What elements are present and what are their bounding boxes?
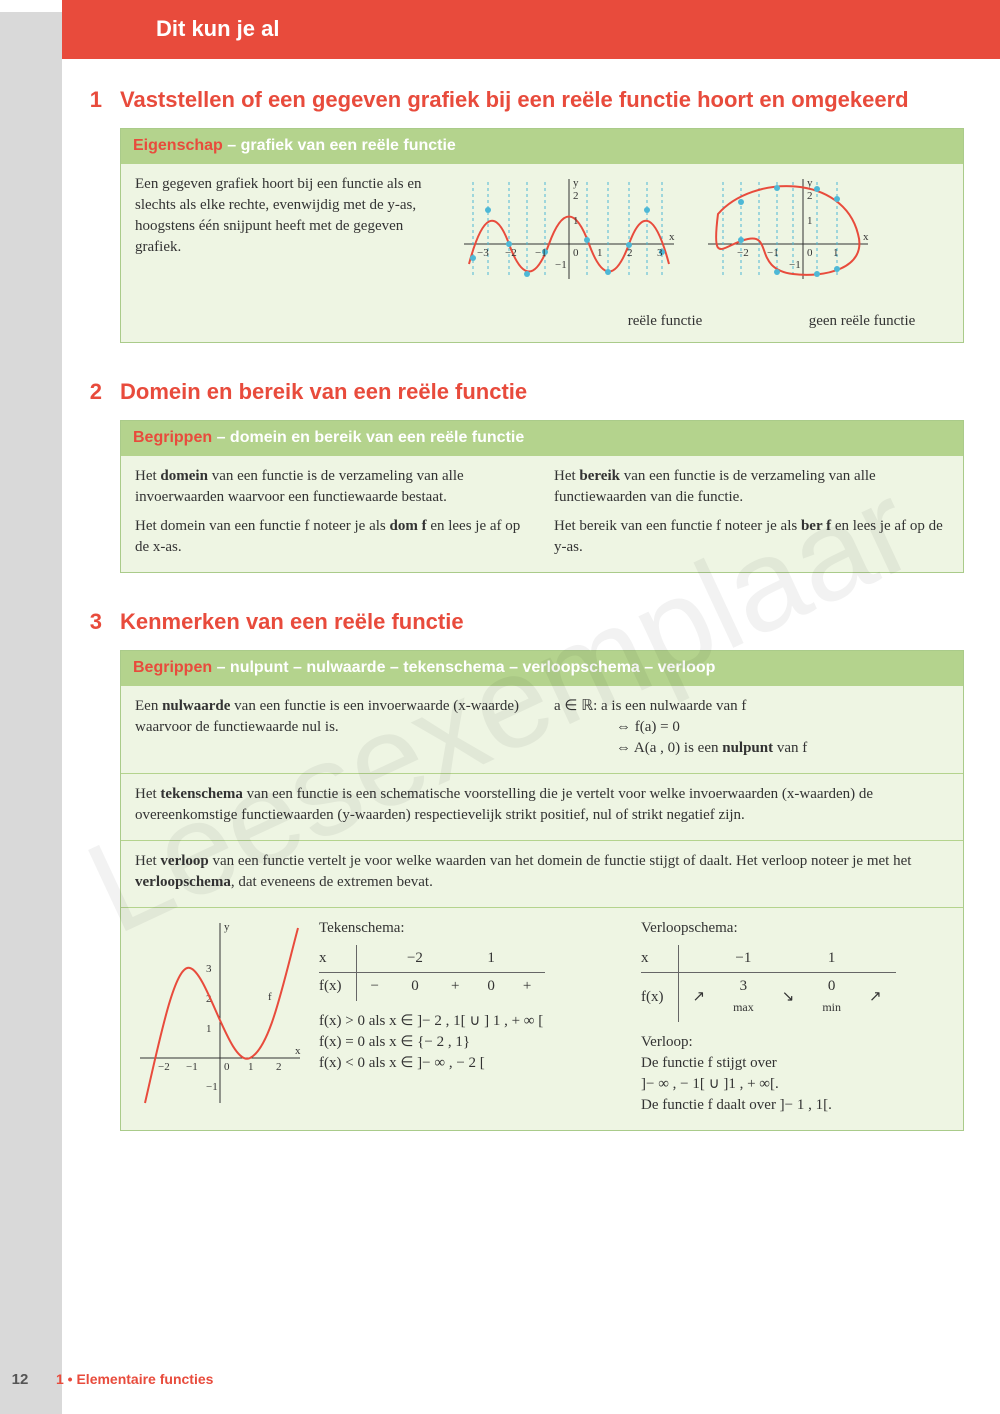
section-number: 2 [62,377,102,408]
section-title: Domein en bereik van een reële functie [120,377,964,408]
arrow-up-icon [869,989,882,1005]
section-number: 3 [62,607,102,638]
page-footer: 12 1 • Elementaire functies [0,1363,213,1396]
svg-text:−2: −2 [505,247,517,259]
body-text: Een gegeven grafiek hoort bij een functi… [135,174,445,258]
svg-text:1: 1 [597,247,603,259]
domein-text: Het domein van een functie is de verzame… [135,466,530,558]
section-1: 1 Vaststellen of een gegeven grafiek bij… [62,85,964,343]
svg-text:−3: −3 [477,247,489,259]
svg-text:−1: −1 [767,247,779,259]
svg-text:−1: −1 [186,1061,198,1073]
svg-text:x: x [863,231,869,243]
svg-text:1: 1 [206,1023,212,1035]
caption-geen-reele: geen reële functie [775,311,949,332]
definitions-box: Begrippen – domein en bereik van een reë… [120,420,964,573]
tekenschema-block: Tekenschema: x−21 f(x)−0+0+ f(x) > 0 als… [319,918,627,1074]
left-sidebar [0,12,62,1414]
graph-cubic: xy −2−1012 123−1 f [135,918,305,1115]
svg-text:−1: −1 [555,259,567,271]
property-box: Eigenschap – grafiek van een reële funct… [120,128,964,343]
svg-text:3: 3 [657,247,663,259]
svg-text:y: y [224,921,230,933]
svg-text:0: 0 [807,247,813,259]
nulwaarde-formula: a ∈ ℝ: a is een nulwaarde van f ⇔ f(a) =… [554,696,949,759]
arrow-up-icon [693,989,706,1005]
graph-geen-reele-functie: xy [693,174,873,291]
box-title: Begrippen – nulpunt – nulwaarde – tekens… [121,651,963,685]
section-3: 3 Kenmerken van een reële functie Begrip… [62,607,964,1131]
section-title: Vaststellen of een gegeven grafiek bij e… [120,85,964,116]
section-number: 1 [62,85,102,116]
kenmerken-box: Begrippen – nulpunt – nulwaarde – tekens… [120,650,964,1131]
svg-text:x: x [295,1045,301,1057]
verloopschema-block: Verloopschema: x−11 f(x)3max0min Verloop… [641,918,949,1116]
section-title: Kenmerken van een reële functie [120,607,964,638]
svg-text:−1: −1 [535,247,547,259]
svg-text:2: 2 [807,190,813,202]
svg-text:0: 0 [573,247,579,259]
caption-reele: reële functie [555,311,775,332]
svg-text:y: y [573,177,579,189]
svg-text:0: 0 [224,1061,230,1073]
box-title: Eigenschap – grafiek van een reële funct… [121,129,963,163]
svg-text:1: 1 [573,215,579,227]
page-number: 12 [0,1363,40,1396]
nulwaarde-text: Een nulwaarde van een functie is een inv… [135,696,530,759]
bereik-text: Het bereik van een functie is de verzame… [554,466,949,558]
svg-text:x: x [669,231,675,243]
banner-title: Dit kun je al [62,0,1000,59]
box-title: Begrippen – domein en bereik van een reë… [121,421,963,455]
svg-text:1: 1 [807,215,813,227]
verloop-text: Het verloop van een functie vertelt je v… [121,840,963,907]
graph-reele-functie: xy [459,174,679,291]
chapter-label: 1 • Elementaire functies [56,1370,213,1390]
svg-text:−1: −1 [206,1081,218,1093]
svg-text:1: 1 [248,1061,254,1073]
svg-text:−2: −2 [737,247,749,259]
arrow-down-icon [782,989,795,1005]
section-2: 2 Domein en bereik van een reële functie… [62,377,964,573]
svg-text:2: 2 [573,190,579,202]
svg-text:2: 2 [627,247,633,259]
svg-text:2: 2 [276,1061,282,1073]
svg-text:y: y [807,177,813,189]
svg-text:3: 3 [206,963,212,975]
svg-text:−2: −2 [158,1061,170,1073]
svg-text:−1: −1 [789,259,801,271]
svg-text:f: f [268,991,272,1003]
tekenschema-text: Het tekenschema van een functie is een s… [121,773,963,840]
svg-text:1: 1 [833,247,839,259]
